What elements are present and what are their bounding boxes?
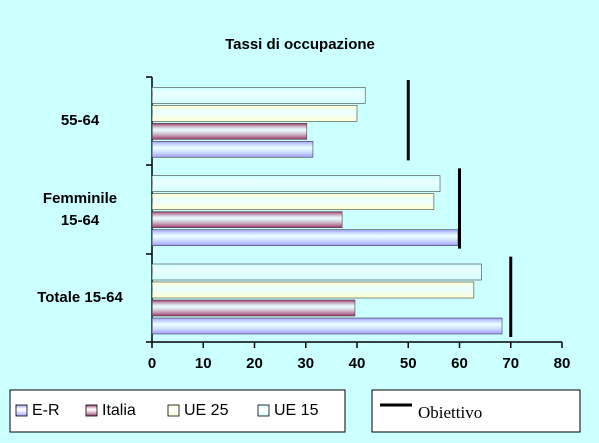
legend-swatch [167, 404, 180, 417]
x-tick-label: 50 [400, 355, 417, 372]
legend-label: UE 25 [184, 402, 229, 419]
objective-legend-label: Obiettivo [418, 403, 482, 422]
objective-legend-box [371, 389, 581, 433]
x-tick-label: 80 [554, 355, 571, 372]
category-label: Totale 15-64 [37, 288, 123, 306]
bar [151, 299, 356, 317]
x-tick-label: 30 [297, 355, 314, 372]
bar [151, 317, 503, 335]
bar [151, 141, 314, 158]
category-label: 55-64 [60, 112, 100, 130]
x-tick-label: 10 [195, 355, 212, 372]
chart-title: Tassi di occupazione [225, 36, 375, 53]
bar [151, 87, 366, 104]
x-tick-label: 0 [148, 355, 156, 372]
bar [151, 211, 343, 228]
x-tick-label: 60 [451, 355, 468, 372]
bar [151, 263, 482, 281]
bar [151, 193, 435, 210]
bar [151, 123, 308, 140]
x-tick-label: 20 [246, 355, 263, 372]
bar [151, 105, 358, 122]
legend-swatch [15, 404, 28, 417]
legend-label: E-R [32, 402, 60, 419]
bar [151, 175, 441, 192]
legend-swatch [85, 404, 98, 417]
legend-swatch [257, 404, 270, 417]
x-tick-label: 70 [502, 355, 519, 372]
legend-label: UE 15 [274, 402, 319, 419]
category-separators [146, 76, 152, 343]
category-label: Femminile 15-64 [42, 189, 118, 229]
bar [151, 229, 459, 246]
legend-label: Italia [102, 402, 136, 419]
x-tick-label: 40 [349, 355, 366, 372]
bar [151, 281, 475, 299]
